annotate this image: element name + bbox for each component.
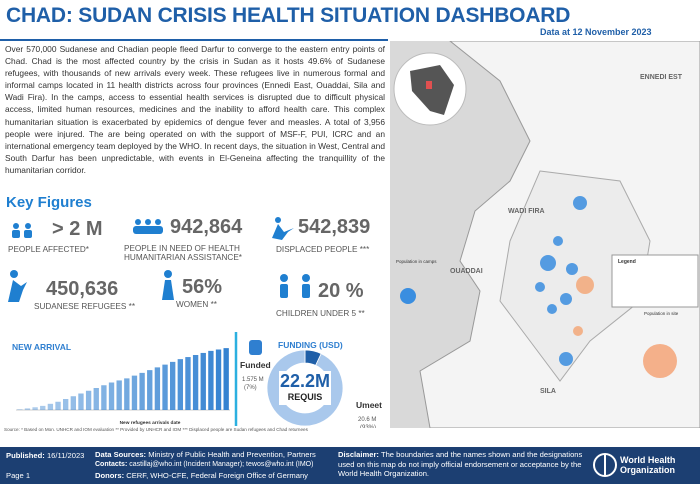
value-label: (7%) xyxy=(244,385,257,391)
label: Donors: xyxy=(95,471,125,480)
bar xyxy=(177,359,183,410)
title: CHAD: SUDAN CRISIS HEALTH SITUATION DASH… xyxy=(6,4,571,27)
organization: World Health Organization xyxy=(620,455,676,475)
bar xyxy=(223,348,229,410)
donors: CERF, WHO-CFE, Federal Foreign Office of… xyxy=(126,471,308,480)
label: Published: xyxy=(6,451,45,460)
legend-label: Umeet xyxy=(356,400,382,410)
bar xyxy=(55,401,61,410)
legend-title: Legend xyxy=(618,259,636,265)
x-axis-label: New refugees arrivals date xyxy=(120,420,181,426)
date: Data at 12 November 2023 xyxy=(540,27,652,37)
label: Data Sources: xyxy=(95,450,147,459)
charts: NEW ARRIVAL New refugees arrivals date FUN… xyxy=(12,332,382,428)
bar xyxy=(78,393,84,410)
bar xyxy=(124,378,130,410)
bar xyxy=(215,349,222,410)
bar xyxy=(116,380,122,410)
key-figure-value: 942,864 xyxy=(170,216,243,238)
bar xyxy=(17,409,23,410)
map: ENNEDI EST WADI FIRA OUADDAI SILA Popula… xyxy=(390,41,700,428)
key-figure-label: DISPLACED PEOPLE *** xyxy=(276,245,370,254)
published-date: 16/11/2023 xyxy=(46,451,85,460)
region-label: WADI FIRA xyxy=(508,208,545,215)
pie-slice xyxy=(266,349,344,427)
site-bubbles xyxy=(573,276,594,336)
key-figure-value: 20 % xyxy=(318,280,364,302)
camp-legend-bubble xyxy=(400,288,416,304)
region-label: ENNEDI EST xyxy=(640,74,683,81)
icon xyxy=(8,270,27,302)
bar xyxy=(40,405,46,410)
chad-highlight xyxy=(426,81,432,89)
amount-label: 1.575 M xyxy=(242,377,264,383)
bar xyxy=(108,382,115,410)
contacts: castillaj@who.int (Incident Manager); te… xyxy=(129,461,314,468)
icon xyxy=(162,270,174,300)
center-value: 22.2M xyxy=(280,371,330,391)
value-label: (93%) xyxy=(360,425,376,428)
bar xyxy=(185,357,191,410)
key-figure-value: 450,636 xyxy=(46,278,119,300)
bar xyxy=(147,370,153,410)
icon xyxy=(272,217,294,240)
legend-label: Funded xyxy=(240,360,271,370)
footnote: Source: * Based on Mon. UNHCR and IOM ev… xyxy=(4,427,308,432)
bar xyxy=(162,364,168,410)
chart-title: NEW ARRIVAL xyxy=(12,342,71,352)
amount-label: 20.6 M xyxy=(358,417,376,423)
sources: Ministry of Public Health and Prevention… xyxy=(148,450,316,459)
key-figure-icons xyxy=(8,217,310,302)
footer: Published: 16/11/2023 Page 1 Data Source… xyxy=(0,447,700,484)
bar xyxy=(24,408,31,410)
bar xyxy=(139,372,145,410)
key-figure-label: PEOPLE AFFECTED* xyxy=(8,245,89,254)
districts xyxy=(499,170,651,382)
who-logo xyxy=(593,453,617,477)
label: Contacts: xyxy=(95,461,128,468)
page-number: Page 1 xyxy=(6,471,31,480)
bar xyxy=(70,396,76,410)
bar xyxy=(32,407,38,410)
bar xyxy=(93,388,99,410)
bar xyxy=(63,399,69,410)
icon xyxy=(133,219,163,234)
region-label: SILA xyxy=(540,388,556,395)
africa xyxy=(410,65,454,115)
key-figure-value: 542,839 xyxy=(298,216,371,238)
key-figure-value: > 2 M xyxy=(52,218,103,240)
center-label: REQUIS xyxy=(288,392,323,402)
bar xyxy=(192,355,199,410)
bar xyxy=(131,375,138,410)
funding-icon xyxy=(249,340,262,355)
bar xyxy=(85,390,92,410)
key-figure-value: 56% xyxy=(182,276,223,298)
key-figure-label: WOMEN ** xyxy=(176,300,217,309)
region-label: OUADDAI xyxy=(450,268,483,275)
bar xyxy=(170,361,176,410)
bar xyxy=(154,367,161,410)
site-legend-bubble xyxy=(643,344,677,378)
bar xyxy=(47,403,54,410)
disclaimer: The boundaries and the names shown and t… xyxy=(338,450,583,478)
key-figures-title: Key Figures xyxy=(6,194,92,211)
key-figure-label: PEOPLE IN NEED OF HEALTH HUMANITARIAN AS… xyxy=(124,244,242,262)
icon xyxy=(280,274,310,298)
bar xyxy=(208,350,214,410)
divider xyxy=(0,39,388,41)
bar xyxy=(200,352,206,410)
intro-text: Over 570,000 Sudanese and Chadian people… xyxy=(5,44,385,175)
camp-bubbles xyxy=(535,196,587,366)
key-figure-label: SUDANESE REFUGEES ** xyxy=(34,302,136,311)
key-figure-label: CHILDREN UNDER 5 ** xyxy=(276,309,365,318)
legend-title: Population in site xyxy=(644,311,679,316)
center-badge xyxy=(279,371,331,405)
label: Disclaimer: xyxy=(338,450,379,459)
bar xyxy=(101,385,107,410)
chart-title: FUNDING (USD) xyxy=(278,340,343,350)
icon xyxy=(12,223,32,238)
legend-title: Population in camps xyxy=(396,259,437,264)
legend-box xyxy=(611,254,699,308)
